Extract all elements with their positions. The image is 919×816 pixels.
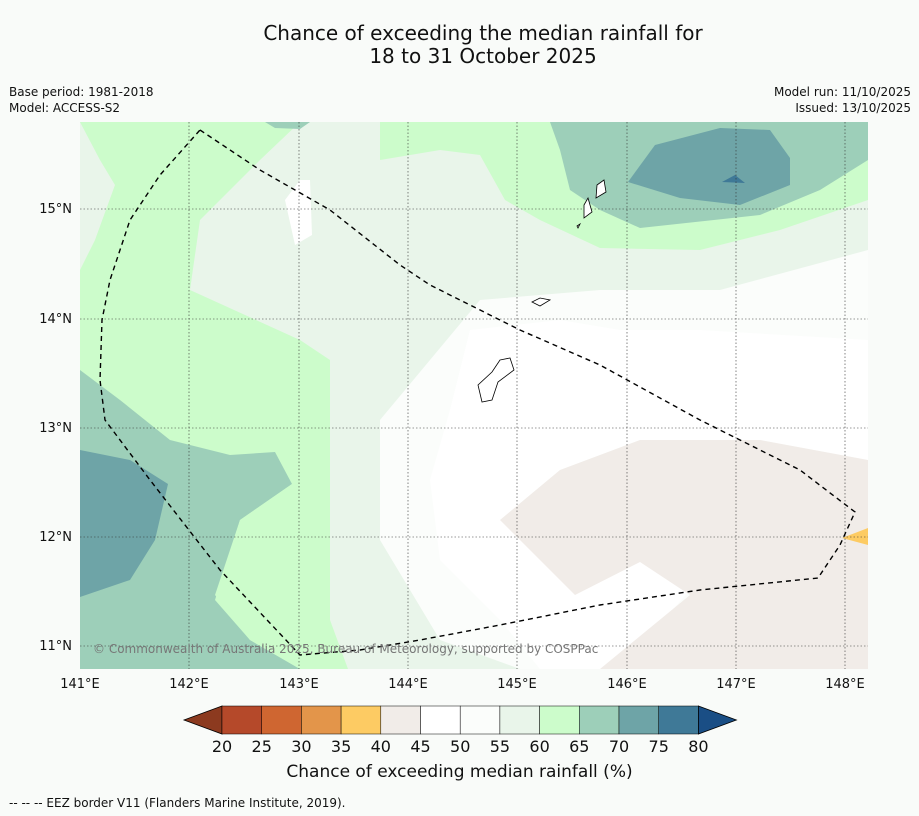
lon-label: 142°E — [169, 677, 209, 692]
lon-label: 141°E — [60, 677, 100, 692]
lat-label: 13°N — [39, 421, 72, 436]
region-50-white-n — [285, 180, 312, 245]
lon-label: 145°E — [497, 677, 537, 692]
eez-border — [99, 129, 856, 656]
colorbar-tick: 25 — [252, 737, 272, 756]
lon-label: 147°E — [716, 677, 756, 692]
region-65-70-sw — [80, 370, 300, 669]
colorbar-segment — [539, 705, 580, 735]
lon-label: 148°E — [825, 677, 865, 692]
lon-label: 143°E — [279, 677, 319, 692]
colorbar-segment — [420, 705, 461, 735]
region-40-45-se — [500, 440, 868, 669]
guam-island — [477, 357, 515, 403]
colorbar-segment — [301, 705, 342, 735]
lon-label: 144°E — [388, 677, 428, 692]
colorbar-tick: 45 — [410, 737, 430, 756]
title-line-1: Chance of exceeding the median rainfall … — [263, 21, 703, 45]
meta-left: Base period: 1981-2018 Model: ACCESS-S2 — [9, 84, 154, 116]
rota-island — [531, 297, 552, 307]
colorbar-segment — [380, 705, 421, 735]
title-line-2: 18 to 31 October 2025 — [369, 44, 597, 68]
lat-label: 12°N — [39, 530, 72, 545]
graticule — [80, 122, 868, 669]
colorbar-segment — [579, 705, 620, 735]
region-70-75-sw — [80, 450, 168, 597]
lat-axis: 15°N 14°N 13°N 12°N 11°N — [39, 202, 72, 654]
colorbar-label: Chance of exceeding median rainfall (%) — [286, 762, 633, 782]
colorbar-tick: 55 — [490, 737, 510, 756]
colorbar-tick: 65 — [569, 737, 589, 756]
colorbar-segment — [658, 705, 699, 735]
lat-label: 15°N — [39, 202, 72, 217]
colorbar-extend-low — [182, 705, 223, 735]
colorbar-segment — [499, 705, 540, 735]
colorbar-tick: 80 — [688, 737, 708, 756]
base-period: Base period: 1981-2018 — [9, 85, 154, 99]
colorbar-tick: 35 — [331, 737, 351, 756]
lon-label: 146°E — [607, 677, 647, 692]
model-name: Model: ACCESS-S2 — [9, 101, 121, 115]
map-title: Chance of exceeding the median rainfall … — [0, 22, 919, 68]
copyright: © Commonwealth of Australia 2025, Bureau… — [93, 642, 598, 656]
colorbar-extend-high — [698, 705, 738, 735]
colorbar-tick: 20 — [212, 737, 232, 756]
footnote: -- -- -- EEZ border V11 (Flanders Marine… — [9, 796, 346, 810]
colorbar-tick: 60 — [529, 737, 549, 756]
saipan-island — [595, 179, 607, 199]
region-65-70-n — [265, 122, 310, 129]
region-75-80 — [722, 175, 745, 183]
colorbar-segment — [221, 705, 262, 735]
colorbar-segment — [459, 705, 501, 735]
region-60-65-sw — [215, 484, 348, 669]
region-50-55-centre — [430, 320, 868, 669]
aguijan-island — [576, 222, 582, 229]
tinian-island — [583, 196, 593, 219]
rainfall-map: © Commonwealth of Australia 2025, Bureau… — [80, 122, 868, 669]
lon-axis: 141°E 142°E 143°E 144°E 145°E 146°E 147°… — [60, 677, 865, 692]
colorbar-segment — [340, 705, 382, 735]
meta-right: Model run: 11/10/2025 Issued: 13/10/2025 — [774, 84, 911, 116]
colorbar-segment — [618, 705, 659, 735]
region-35-40 — [842, 528, 868, 545]
colorbar-tick: 75 — [649, 737, 669, 756]
islands — [477, 179, 607, 403]
colorbar: 20 25 30 35 40 45 50 55 60 65 70 75 80 — [182, 705, 738, 756]
model-run: Model run: 11/10/2025 — [773, 85, 911, 99]
issued-date: Issued: 13/10/2025 — [795, 101, 911, 115]
lat-label: 11°N — [39, 639, 72, 654]
region-70-75-ne — [628, 128, 790, 205]
colorbar-segment — [261, 705, 302, 735]
colorbar-tick: 30 — [291, 737, 311, 756]
colorbar-tick: 50 — [450, 737, 470, 756]
region-55-60-west — [80, 122, 115, 270]
colorbar-tick: 40 — [371, 737, 391, 756]
lat-label: 14°N — [39, 312, 72, 327]
colorbar-tick: 70 — [609, 737, 629, 756]
